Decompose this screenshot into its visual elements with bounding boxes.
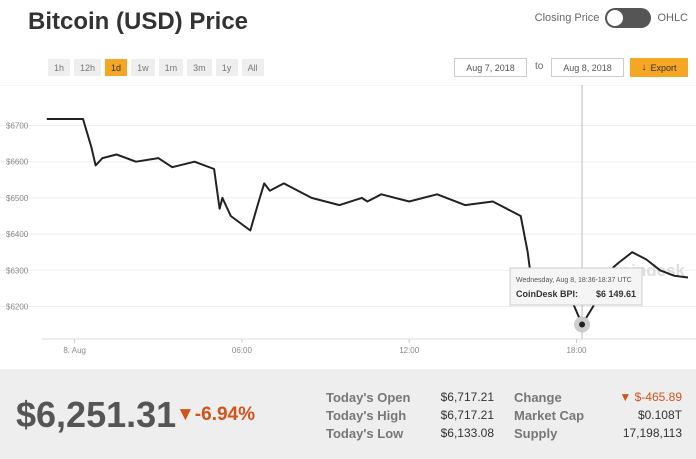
range-button-all[interactable]: All xyxy=(241,59,264,76)
range-button-3m[interactable]: 3m xyxy=(187,59,212,76)
y-tick-label: $6400 xyxy=(6,230,29,239)
todays-low-label: Today's Low xyxy=(326,426,404,441)
range-button-1d[interactable]: 1d xyxy=(105,59,128,76)
price-chart[interactable]: $6200 $6300 $6400 $6500 $6600 $6700 8. Aug 06:… xyxy=(0,85,696,369)
toggle-label-closing: Closing Price xyxy=(534,12,600,24)
x-axis: 8. Aug 06:00 12:00 18:00 xyxy=(42,338,696,355)
x-tick-label: 18:00 xyxy=(566,346,587,355)
x-tick-label: 06:00 xyxy=(232,346,253,355)
date-to-label: to xyxy=(535,61,544,72)
range-button-1m[interactable]: 1m xyxy=(158,59,184,76)
chart-grid xyxy=(0,125,696,307)
todays-open-label: Today's Open xyxy=(326,390,411,405)
todays-high-label: Today's High xyxy=(326,408,407,423)
range-button-12h[interactable]: 12h xyxy=(74,59,102,76)
toggle-knob xyxy=(607,10,624,26)
change-percent: ▼-6.94% xyxy=(176,404,256,425)
todays-high-value: $6,717.21 xyxy=(440,408,494,422)
tooltip-value: $6 149.61 xyxy=(596,289,636,299)
x-tick-label: 12:00 xyxy=(399,346,420,355)
date-to-input[interactable]: Aug 8, 2018 xyxy=(551,58,624,77)
market-cap-label: Market Cap xyxy=(514,408,585,423)
tooltip-marker xyxy=(579,321,586,328)
chart-mode-toggle[interactable] xyxy=(605,8,652,28)
export-label: Export xyxy=(650,62,677,73)
stats-panel: $6,251.31 ▼-6.94% Today's Open $6,717.21… xyxy=(0,369,696,459)
change-value: ▼ $-465.89 xyxy=(619,390,682,404)
todays-low-value: $6,133.08 xyxy=(440,426,494,440)
change-label: Change xyxy=(514,390,562,405)
todays-open-value: $6,717.21 xyxy=(440,390,494,404)
y-tick-label: $6500 xyxy=(6,194,29,203)
toggle-label-ohlc: OHLC xyxy=(657,12,688,24)
market-cap-value: $0.108T xyxy=(637,408,682,422)
tooltip-label: CoinDesk BPI: xyxy=(516,289,578,299)
y-tick-label: $6300 xyxy=(6,266,29,275)
date-from-input[interactable]: Aug 7, 2018 xyxy=(454,58,527,77)
y-axis: $6200 $6300 $6400 $6500 $6600 $6700 xyxy=(6,122,29,312)
y-tick-label: $6700 xyxy=(6,122,29,131)
supply-label: Supply xyxy=(514,426,558,441)
y-tick-label: $6600 xyxy=(6,158,29,167)
current-price: $6,251.31 xyxy=(16,394,177,435)
export-button[interactable]: ↓ Export xyxy=(630,58,688,77)
supply-value: 17,198,113 xyxy=(622,426,682,440)
download-arrow-icon: ↓ xyxy=(641,62,647,73)
y-tick-label: $6200 xyxy=(6,302,29,311)
range-button-1y[interactable]: 1y xyxy=(215,59,238,76)
range-button-1w[interactable]: 1w xyxy=(131,59,155,76)
range-button-1h[interactable]: 1h xyxy=(48,59,71,76)
page-title: Bitcoin (USD) Price xyxy=(28,8,249,35)
x-tick-label: 8. Aug xyxy=(63,346,86,355)
range-selector: 1h 12h 1d 1w 1m 3m 1y All xyxy=(48,59,264,76)
tooltip-date: Wednesday, Aug 8, 18:36-18:37 UTC xyxy=(516,277,632,284)
chart-mode-toggle-group: Closing Price OHLC xyxy=(535,7,688,29)
tooltip-box xyxy=(509,267,643,306)
chart-tooltip: Wednesday, Aug 8, 18:36-18:37 UTC CoinDe… xyxy=(509,267,643,333)
